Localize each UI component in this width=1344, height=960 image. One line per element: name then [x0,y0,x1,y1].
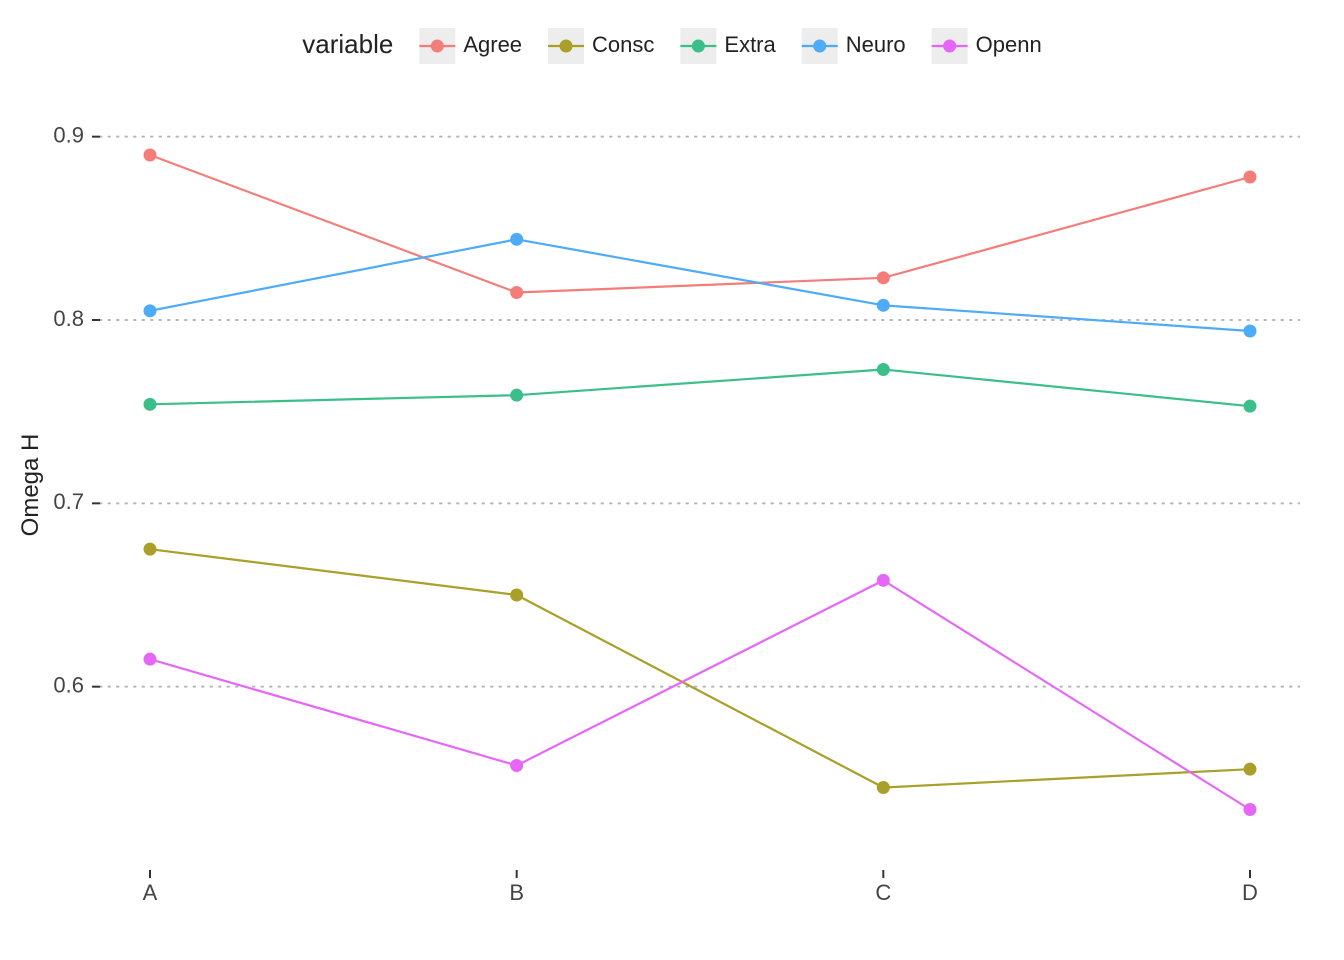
series-point-extra [510,389,523,402]
x-tick-label: C [875,880,891,905]
series-point-neuro [510,233,523,246]
series-point-openn [1244,803,1257,816]
mask [1300,100,1344,870]
y-tick-label: 0.9 [53,122,84,147]
legend-key-point [560,40,573,53]
series-point-consc [144,543,157,556]
series-point-consc [877,781,890,794]
mask [0,870,1344,960]
legend-key-point [813,40,826,53]
series-point-neuro [1244,325,1257,338]
legend-item-label: Openn [976,32,1042,57]
y-tick-label: 0.7 [53,489,84,514]
x-tick-label: B [509,880,524,905]
series-point-agree [877,271,890,284]
legend-item-label: Agree [463,32,522,57]
legend-item-label: Neuro [846,32,906,57]
legend-key-point [943,40,956,53]
series-point-openn [510,759,523,772]
y-axis-label: Omega H [17,434,44,537]
y-tick-label: 0.6 [53,672,84,697]
series-point-openn [144,653,157,666]
legend-key-point [692,40,705,53]
series-point-agree [144,149,157,162]
series-point-neuro [144,304,157,317]
series-point-agree [1244,171,1257,184]
x-tick-label: D [1242,880,1258,905]
series-point-consc [1244,763,1257,776]
series-point-extra [144,398,157,411]
series-point-extra [1244,400,1257,413]
series-point-consc [510,589,523,602]
x-tick-label: A [143,880,158,905]
series-point-neuro [877,299,890,312]
series-point-agree [510,286,523,299]
mask [0,0,1344,100]
line-chart: 0.60.70.80.9ABCDOmega H0.60.70.80.9ABCDO… [0,0,1344,960]
plot-panel [100,100,1300,870]
legend-item-label: Extra [724,32,776,57]
series-point-extra [877,363,890,376]
legend-title: variable [302,29,393,59]
legend-item-label: Consc [592,32,654,57]
legend-key-point [431,40,444,53]
chart-container: 0.60.70.80.9ABCDOmega H0.60.70.80.9ABCDO… [0,0,1344,960]
y-tick-label: 0.8 [53,306,84,331]
series-point-openn [877,574,890,587]
mask [0,100,100,870]
